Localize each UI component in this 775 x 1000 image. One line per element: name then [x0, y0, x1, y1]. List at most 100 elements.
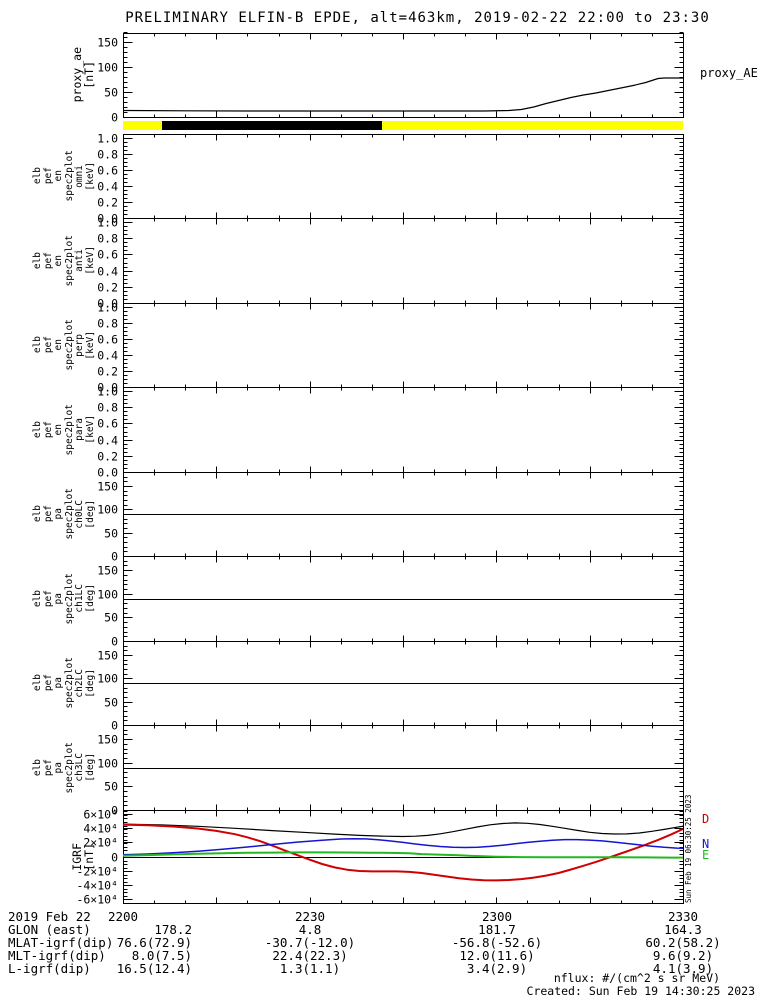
y-tick-label: 150 — [97, 733, 118, 747]
y-tick-label: 0.0 — [97, 297, 118, 311]
y-tick-label: 0 — [111, 635, 118, 649]
y-tick-label: -6×10⁴ — [76, 893, 118, 907]
ylabel-pa_ch3lc: elb pef pa spec2plot ch3LC [deg] — [20, 725, 96, 810]
ylabel-word: elb — [32, 589, 44, 608]
side-timestamp: Sun Feb 19 06:30:25 2023 — [684, 794, 693, 903]
footer-value: 181.7 — [478, 922, 516, 937]
ylabel-proxy_ae: proxy_ae [nT] — [20, 33, 97, 117]
ylabel-word: [keV] — [84, 161, 96, 191]
y-tick-label: 0.6 — [97, 164, 118, 178]
footer-value: 164.3 — [664, 922, 702, 937]
y-tick-label: 0.6 — [97, 333, 118, 347]
ylabel-word: [nT] — [82, 842, 97, 871]
y-tick-label: 0.2 — [97, 196, 118, 210]
footer-value: 4.1(3.9) — [652, 961, 714, 976]
panel-en_omni: 0.0 0.2 0.4 0.6 0.8 1.0 — [97, 132, 684, 226]
footer-row-label: MLT-igrf(dip) — [8, 948, 106, 963]
footer-row-label: GLON (east) — [8, 922, 91, 937]
footer-value: 1.3(1.1) — [279, 961, 341, 976]
y-tick-label: 1.0 — [97, 216, 118, 230]
ylabel-word: elb — [32, 758, 44, 777]
ylabel-word: [deg] — [84, 668, 96, 698]
y-tick-label: 50 — [104, 780, 118, 794]
footer-row-label: 2019 Feb 22 — [8, 909, 91, 924]
y-tick-label: 6×10⁴ — [83, 808, 118, 822]
footer-value: -30.7(-12.0) — [264, 935, 356, 950]
footer-value: 3.4(2.9) — [466, 961, 528, 976]
panel-proxy_ae: 0 50 100 150 — [97, 32, 684, 125]
ylabel-word: anti — [74, 249, 86, 272]
ylabel-word: en — [53, 170, 65, 182]
series-proxy_AE — [122, 77, 683, 112]
ylabel-word: omni — [74, 164, 86, 188]
footer-value: 2300 — [481, 909, 513, 924]
y-tick-label: 0.6 — [97, 248, 118, 262]
y-tick-label: 50 — [104, 696, 118, 710]
ylabel-word: ch0LC — [74, 499, 86, 529]
igrf-d-series-label: D — [702, 812, 710, 826]
ylabel-word: pa — [53, 761, 65, 774]
footer-value: 76.6(72.9) — [116, 935, 192, 950]
y-tick-label: 0.4 — [97, 180, 118, 194]
footer-value: 4.8 — [298, 922, 322, 937]
y-tick-label: 0 — [111, 550, 118, 564]
ylabel-word: en — [53, 423, 65, 436]
y-tick-label: 100 — [97, 588, 118, 602]
ylabel-pa_ch1lc: elb pef pa spec2plot ch1LC [deg] — [20, 556, 96, 641]
ylabel-word: pa — [53, 677, 65, 689]
footer-value: 178.2 — [154, 922, 192, 937]
y-tick-label: 0 — [111, 851, 118, 865]
y-tick-label: 150 — [97, 36, 118, 50]
y-tick-label: 4×10⁴ — [83, 822, 118, 836]
y-tick-label: 1.0 — [97, 132, 118, 146]
y-tick-label: 150 — [97, 564, 118, 578]
y-tick-label: 0 — [111, 719, 118, 733]
ylabel-word: elb — [32, 167, 44, 185]
y-tick-label: 0.8 — [97, 401, 118, 415]
ylabel-word: pa — [53, 508, 65, 520]
ylabel-pa_ch0lc: elb pef pa spec2plot ch0LC [deg] — [20, 472, 96, 556]
ylabel-word: [nT] — [82, 61, 97, 89]
ylabel-word: elb — [32, 420, 44, 439]
ylabel-word: perp — [74, 333, 86, 357]
ylabel-word: elb — [32, 251, 44, 270]
footer-value: 8.0(7.5) — [131, 948, 192, 963]
y-tick-label: 100 — [97, 757, 118, 771]
ylabel-word: [keV] — [84, 246, 96, 275]
ylabel-word: ch2LC — [74, 668, 86, 698]
footer-value: 22.4(22.3) — [272, 948, 348, 963]
ylabel-word: [deg] — [84, 753, 96, 782]
footer-row-label: MLAT-igrf(dip) — [8, 935, 114, 950]
ylabel-word: pa — [53, 592, 65, 605]
created-timestamp: Created: Sun Feb 19 14:30:25 2023 — [526, 984, 755, 998]
footer-value: -56.8(-52.6) — [451, 935, 543, 950]
footer-value: 16.5(12.4) — [116, 961, 192, 976]
igrf-n-series-label: N — [702, 837, 710, 851]
ylabel-pa_ch2lc: elb pef pa spec2plot ch2LC [deg] — [20, 641, 96, 725]
footer-value: 2330 — [667, 909, 699, 924]
ylabel-word: [keV] — [84, 415, 96, 444]
y-tick-label: 150 — [97, 480, 118, 494]
panel-en_anti: 0.0 0.2 0.4 0.6 0.8 1.0 — [97, 216, 684, 311]
y-tick-label: 0.0 — [97, 466, 118, 480]
y-tick-label: 50 — [104, 611, 118, 625]
ylabel-en_omni: elb pef en spec2plot omni [keV] — [20, 134, 96, 218]
y-tick-label: 0.8 — [97, 317, 118, 331]
y-tick-label: 100 — [97, 503, 118, 517]
y-tick-label: 0.2 — [97, 365, 118, 379]
series-D — [122, 823, 684, 882]
y-tick-label: 100 — [97, 61, 118, 75]
igrf-e-series-label: E — [702, 848, 710, 862]
nflux-units-note: nflux: #/(cm^2 s sr MeV) — [553, 971, 720, 985]
panel-pa_ch3lc: 0 50 100 150 — [97, 725, 684, 818]
series-E — [122, 851, 683, 859]
panel-pa_ch0lc: 0 50 100 150 — [97, 472, 684, 564]
footer-value: 12.0(11.6) — [459, 948, 535, 963]
ylabel-en_para: elb pef en spec2plot para [keV] — [20, 387, 96, 472]
panel-pa_ch1lc: 0 50 100 150 — [97, 556, 684, 649]
y-tick-label: 1.0 — [97, 385, 118, 399]
footer-value: 9.6(9.2) — [652, 948, 714, 963]
y-tick-label: 0.4 — [97, 265, 118, 279]
